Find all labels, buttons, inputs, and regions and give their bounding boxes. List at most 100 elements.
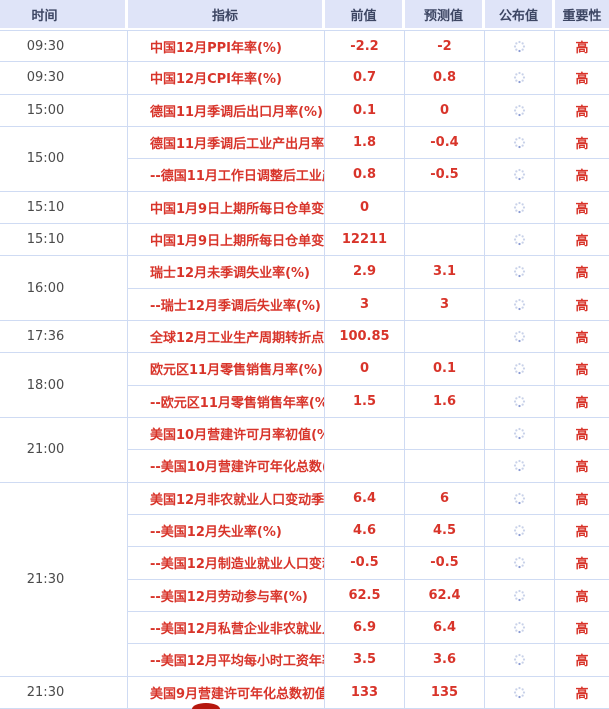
indicator-cell[interactable]: 德国11月季调后工业产出月率(%)	[128, 126, 325, 160]
red-marker-fragment	[192, 703, 220, 709]
loading-spinner-icon	[513, 525, 526, 537]
actual-cell	[485, 482, 555, 515]
previous-cell: 0	[325, 191, 405, 224]
indicator-cell[interactable]: --欧元区11月零售销售年率(%)	[128, 385, 325, 418]
time-cell: 15:00	[0, 94, 128, 127]
indicator-cell[interactable]: --美国12月私营企业非农就业人数变动(万)	[128, 611, 325, 645]
loading-spinner-icon	[513, 234, 526, 246]
forecast-cell: 3	[405, 288, 485, 321]
previous-cell: 0.8	[325, 159, 405, 192]
actual-cell	[485, 191, 555, 224]
forecast-cell: 1.6	[405, 385, 485, 418]
time-cell: 18:00	[0, 353, 128, 418]
actual-cell	[485, 30, 555, 63]
indicator-cell[interactable]: 瑞士12月未季调失业率(%)	[128, 256, 325, 289]
actual-cell	[485, 126, 555, 160]
importance-cell: 高	[555, 547, 609, 580]
indicator-cell[interactable]: --美国12月平均每小时工资年率(%)	[128, 644, 325, 677]
indicator-cell[interactable]: 德国11月季调后出口月率(%)	[128, 94, 325, 127]
indicator-cell[interactable]: 美国12月非农就业人口变动季调后(万)	[128, 482, 325, 515]
importance-cell: 高	[555, 256, 609, 289]
importance-cell: 高	[555, 353, 609, 386]
table-row: --欧元区11月零售销售年率(%) 1.5 1.6 高	[0, 385, 609, 418]
time-cell: 15:10	[0, 191, 128, 224]
indicator-cell[interactable]: --德国11月工作日调整后工业产出年率(%)	[128, 159, 325, 192]
table-row: 15:00 德国11月季调后出口月率(%) 0.1 0 高	[0, 94, 609, 127]
importance-cell: 高	[555, 288, 609, 321]
actual-cell	[485, 611, 555, 645]
indicator-cell[interactable]: --美国12月失业率(%)	[128, 514, 325, 548]
forecast-cell: -2	[405, 30, 485, 63]
actual-cell	[485, 644, 555, 677]
importance-cell: 高	[555, 223, 609, 257]
indicator-cell[interactable]: 中国1月9日上期所每日仓单变动-铜(吨)	[128, 223, 325, 257]
forecast-cell: 135	[405, 676, 485, 709]
table-row: --美国12月平均每小时工资年率(%) 3.5 3.6 高	[0, 644, 609, 677]
previous-cell: -2.2	[325, 30, 405, 63]
importance-cell: 高	[555, 320, 609, 354]
table-row: --德国11月工作日调整后工业产出年率(%) 0.8 -0.5 高	[0, 159, 609, 192]
actual-cell	[485, 62, 555, 95]
indicator-cell[interactable]: --美国12月制造业就业人口变动季调后(万)	[128, 547, 325, 580]
indicator-cell[interactable]: --美国12月劳动参与率(%)	[128, 579, 325, 612]
loading-spinner-icon	[513, 621, 526, 634]
forecast-cell	[405, 223, 485, 257]
forecast-cell	[405, 450, 485, 483]
loading-spinner-icon	[513, 557, 526, 569]
table-row: 15:10 中国1月9日上期所每日仓单变动-原油(桶) 0 高	[0, 191, 609, 224]
forecast-cell: 6	[405, 482, 485, 515]
table-row: 17:36 全球12月工业生产周期转折点领先指标 100.85 高	[0, 320, 609, 354]
table-row: --美国12月制造业就业人口变动季调后(万) -0.5 -0.5 高	[0, 547, 609, 580]
indicator-cell[interactable]: --美国10月营建许可年化总数(万户)	[128, 450, 325, 483]
time-cell: 21:30	[0, 482, 128, 677]
importance-cell: 高	[555, 514, 609, 548]
loading-spinner-icon	[513, 104, 526, 116]
table-row: 21:30 美国9月营建许可年化总数初值(万户) 133 135 高	[0, 676, 609, 709]
indicator-cell[interactable]: 中国12月PPI年率(%)	[128, 30, 325, 63]
previous-cell: 0	[325, 353, 405, 386]
loading-spinner-icon	[513, 395, 526, 407]
forecast-cell	[405, 191, 485, 224]
importance-cell: 高	[555, 62, 609, 95]
loading-spinner-icon	[513, 72, 526, 84]
indicator-cell[interactable]: 中国1月9日上期所每日仓单变动-原油(桶)	[128, 191, 325, 224]
time-cell: 16:00	[0, 256, 128, 321]
indicator-cell[interactable]: 全球12月工业生产周期转折点领先指标	[128, 320, 325, 354]
forecast-cell: -0.5	[405, 159, 485, 192]
forecast-cell: 3.6	[405, 644, 485, 677]
col-header-time: 时间	[0, 0, 128, 30]
importance-cell: 高	[555, 126, 609, 160]
actual-cell	[485, 288, 555, 321]
importance-cell: 高	[555, 676, 609, 709]
actual-cell	[485, 94, 555, 127]
table-row: --美国12月失业率(%) 4.6 4.5 高	[0, 514, 609, 548]
forecast-cell	[405, 417, 485, 451]
previous-cell	[325, 450, 405, 483]
previous-cell: 2.9	[325, 256, 405, 289]
previous-cell: 12211	[325, 223, 405, 257]
indicator-cell[interactable]: --瑞士12月季调后失业率(%)	[128, 288, 325, 321]
previous-cell: 1.8	[325, 126, 405, 160]
forecast-cell: 0.8	[405, 62, 485, 95]
previous-cell: -0.5	[325, 547, 405, 580]
loading-spinner-icon	[513, 298, 526, 310]
time-cell: 21:00	[0, 417, 128, 483]
table-row: 09:30 中国12月PPI年率(%) -2.2 -2 高	[0, 30, 609, 63]
indicator-cell[interactable]: 中国12月CPI年率(%)	[128, 62, 325, 95]
col-header-forecast: 预测值	[405, 0, 485, 30]
actual-cell	[485, 547, 555, 580]
indicator-cell[interactable]: 欧元区11月零售销售月率(%)	[128, 353, 325, 386]
importance-cell: 高	[555, 94, 609, 127]
loading-spinner-icon	[513, 137, 526, 149]
loading-spinner-icon	[513, 460, 526, 472]
col-header-importance: 重要性	[555, 0, 609, 30]
previous-cell: 1.5	[325, 385, 405, 418]
loading-spinner-icon	[513, 492, 526, 504]
actual-cell	[485, 450, 555, 483]
forecast-cell: -0.5	[405, 547, 485, 580]
table-row: 09:30 中国12月CPI年率(%) 0.7 0.8 高	[0, 62, 609, 95]
indicator-cell[interactable]: 美国10月营建许可月率初值(%)	[128, 417, 325, 451]
loading-spinner-icon	[513, 654, 526, 666]
indicator-cell[interactable]: 美国9月营建许可年化总数初值(万户)	[128, 676, 325, 709]
table-row: 15:00 德国11月季调后工业产出月率(%) 1.8 -0.4 高	[0, 126, 609, 192]
